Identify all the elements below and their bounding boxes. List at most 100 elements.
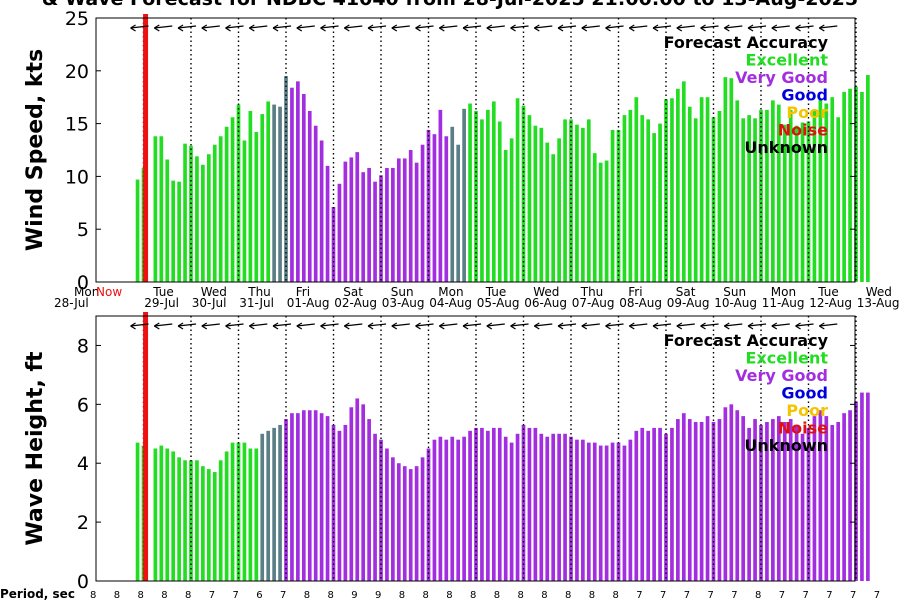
wave-bar bbox=[581, 439, 585, 581]
arrow-shaft bbox=[249, 25, 268, 29]
arrow-shaft bbox=[272, 25, 292, 29]
wave-bar bbox=[717, 419, 722, 581]
wind-direction-arrow bbox=[629, 322, 648, 330]
legend-item: Unknown bbox=[744, 138, 828, 157]
wind-bar bbox=[272, 104, 276, 282]
wave-bar bbox=[622, 445, 627, 581]
arrow-head bbox=[272, 322, 279, 330]
wave-bar bbox=[195, 460, 199, 581]
wave-bar bbox=[854, 401, 858, 581]
arrow-shaft bbox=[177, 323, 197, 327]
wave-bar bbox=[699, 422, 704, 581]
arrow-shaft bbox=[605, 25, 624, 29]
wind-bar bbox=[337, 183, 342, 282]
wind-bar bbox=[373, 181, 377, 282]
wind-bar bbox=[729, 78, 734, 282]
wind-bar bbox=[135, 179, 140, 282]
wind-direction-arrow bbox=[154, 322, 173, 330]
wind-bar bbox=[444, 136, 449, 282]
wave-bar bbox=[729, 404, 734, 581]
arrow-shaft bbox=[510, 323, 529, 327]
wave-bar bbox=[284, 419, 288, 581]
arrow-shaft bbox=[819, 323, 838, 327]
arrow-head bbox=[652, 24, 659, 32]
wind-bar bbox=[747, 115, 751, 283]
wind-direction-arrow bbox=[486, 24, 505, 32]
wind-bar bbox=[717, 110, 722, 283]
arrow-shaft bbox=[581, 25, 600, 29]
arrow-head bbox=[652, 322, 659, 330]
wind-bar bbox=[723, 77, 728, 282]
wind-bar bbox=[319, 140, 324, 282]
wind-bar bbox=[545, 142, 550, 282]
arrow-shaft bbox=[439, 25, 458, 29]
wind-bar bbox=[266, 101, 271, 282]
wave-bar bbox=[420, 457, 425, 581]
wave-bar bbox=[557, 433, 561, 581]
y-tick-label: 4 bbox=[77, 453, 89, 475]
wave-bar bbox=[776, 416, 781, 581]
wave-bar bbox=[771, 419, 775, 581]
arrow-head bbox=[676, 24, 683, 32]
arrow-shaft bbox=[130, 25, 149, 29]
arrow-head bbox=[391, 322, 398, 330]
wind-bar bbox=[533, 125, 538, 283]
wind-direction-arrow bbox=[462, 24, 482, 32]
wind-direction-arrow bbox=[771, 24, 790, 32]
day-name: Mon bbox=[771, 285, 796, 299]
day-date: 06-Aug bbox=[524, 296, 567, 310]
wind-bar bbox=[598, 162, 603, 282]
wave-bar bbox=[628, 439, 633, 581]
legend-title: Forecast Accuracy bbox=[664, 33, 829, 52]
wind-bar bbox=[189, 145, 193, 282]
period-value: 7 bbox=[708, 590, 714, 600]
wave-bar bbox=[468, 430, 472, 581]
period-value: 8 bbox=[328, 590, 334, 600]
wave-bar bbox=[782, 422, 787, 581]
period-value: 8 bbox=[446, 590, 452, 600]
wind-bar bbox=[765, 109, 769, 283]
wind-bar bbox=[640, 115, 645, 283]
arrow-shaft bbox=[629, 25, 648, 29]
wind-direction-arrow bbox=[676, 322, 695, 330]
arrow-shaft bbox=[510, 25, 529, 29]
wind-direction-arrow bbox=[795, 24, 814, 32]
period-value: 7 bbox=[874, 590, 880, 600]
arrow-head bbox=[581, 322, 588, 330]
arrow-head bbox=[154, 24, 160, 32]
arrow-head bbox=[676, 322, 683, 330]
legend-title: Forecast Accuracy bbox=[664, 331, 829, 350]
wave-bar bbox=[545, 436, 550, 581]
wind-direction-arrow bbox=[724, 322, 743, 330]
period-value: 7 bbox=[779, 590, 785, 600]
wind-bar bbox=[474, 110, 478, 283]
arrow-head bbox=[557, 322, 564, 330]
arrow-head bbox=[486, 322, 493, 330]
wind-bar bbox=[325, 165, 330, 282]
wave-bar bbox=[296, 413, 300, 581]
wave-bar bbox=[278, 424, 282, 581]
wave-bar bbox=[206, 469, 211, 581]
wind-bar bbox=[432, 134, 437, 282]
arrow-shaft bbox=[367, 323, 387, 327]
wind-bar bbox=[230, 117, 235, 282]
arrow-shaft bbox=[652, 25, 672, 29]
legend-item: Very Good bbox=[735, 366, 828, 385]
wind-direction-arrow bbox=[130, 322, 149, 330]
wave-bar bbox=[385, 448, 389, 581]
wind-direction-arrow bbox=[367, 24, 387, 32]
wave-bar bbox=[551, 433, 556, 581]
period-value: 8 bbox=[755, 590, 761, 600]
wave-bar bbox=[290, 413, 294, 581]
wave-bar bbox=[319, 413, 324, 581]
wind-bar bbox=[854, 86, 858, 282]
wave-bar bbox=[212, 472, 217, 581]
day-date: 02-Aug bbox=[334, 296, 377, 310]
wave-bar bbox=[848, 410, 852, 581]
wind-direction-arrow bbox=[771, 322, 790, 330]
arrow-head bbox=[320, 24, 326, 32]
arrow-head bbox=[177, 24, 184, 32]
arrow-shaft bbox=[486, 323, 505, 327]
arrow-shaft bbox=[249, 323, 268, 327]
wave-bar bbox=[307, 410, 312, 581]
